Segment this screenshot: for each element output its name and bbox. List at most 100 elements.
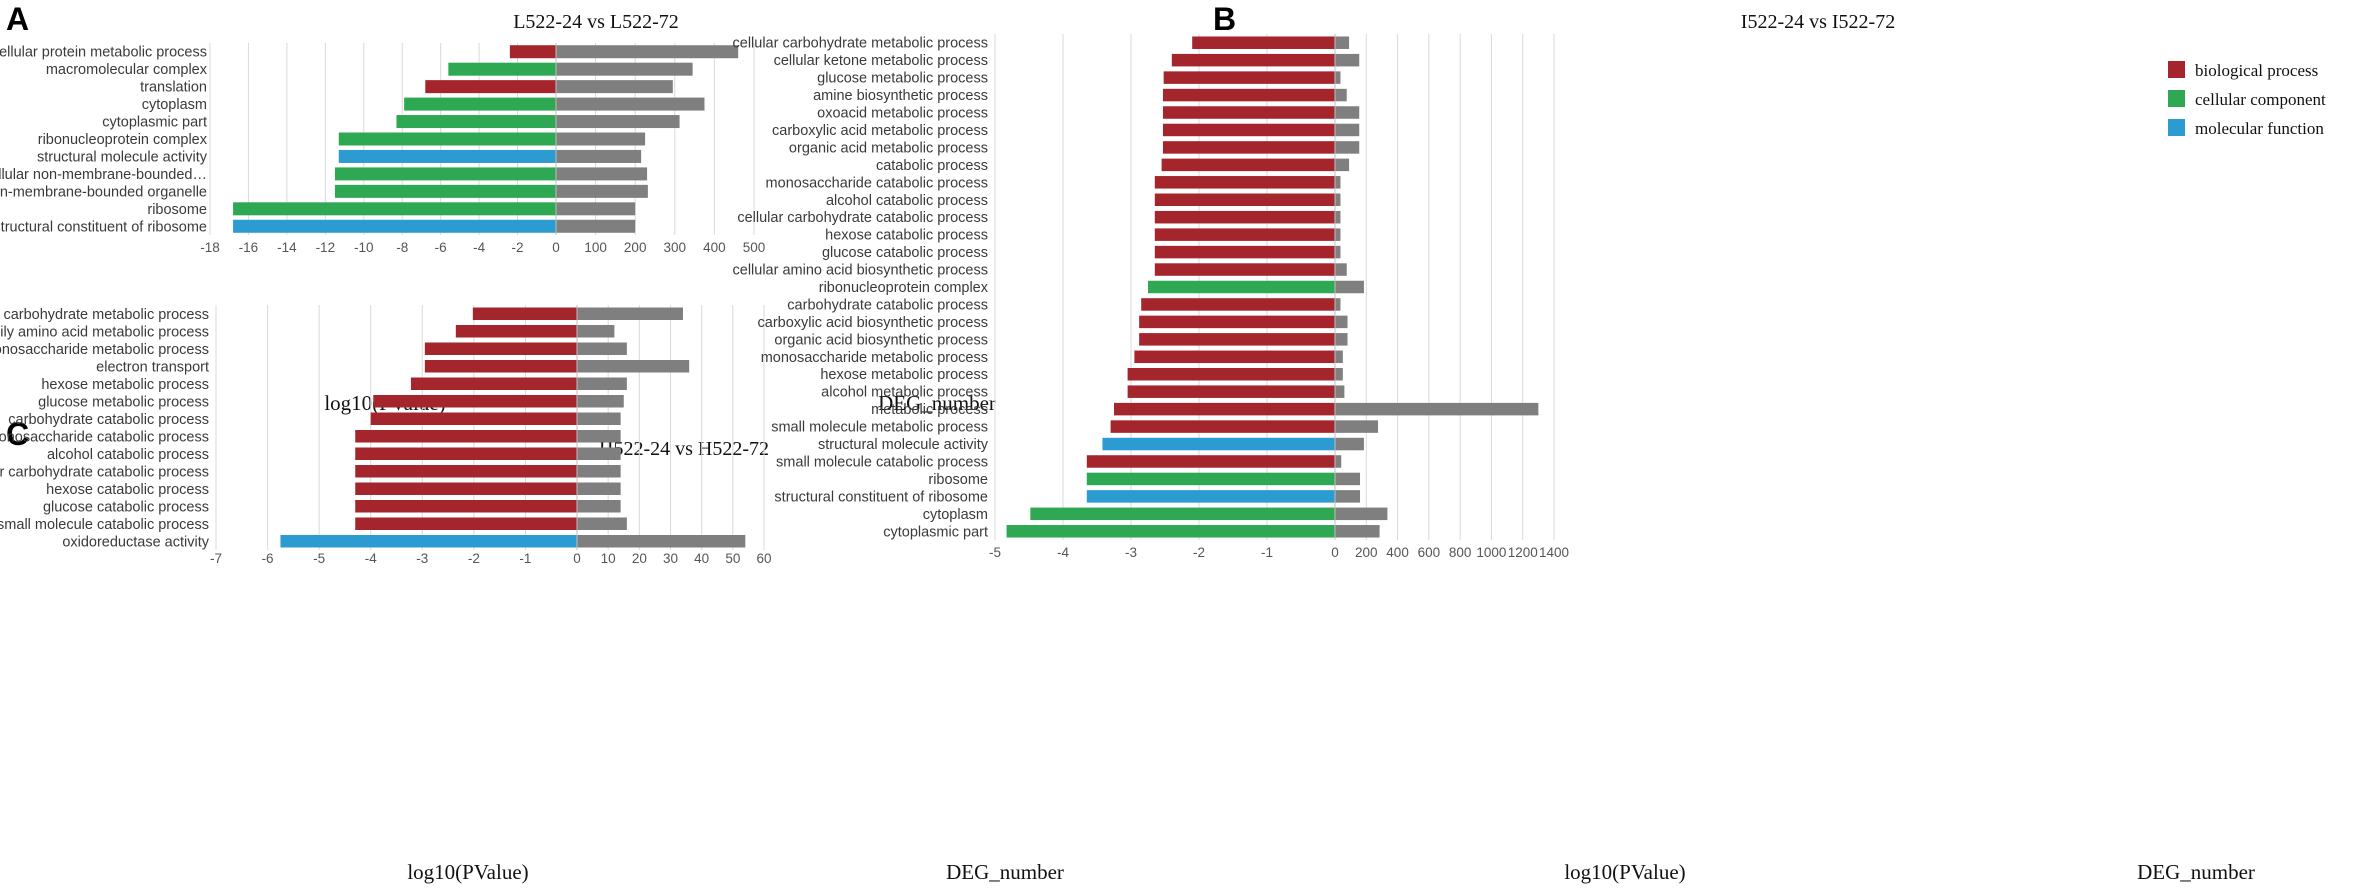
- panel-b-left-tick-label: -2: [1193, 545, 1205, 560]
- panel-c-pvalue-bar: [370, 412, 577, 425]
- panel-b-pvalue-bar: [1139, 315, 1335, 329]
- panel-b-category-label: oxoacid metabolic process: [817, 106, 988, 122]
- panel-b-pvalue-bar: [1030, 507, 1335, 521]
- panel-b-pvalue-bar: [1086, 490, 1335, 503]
- panel-a-plot: cellular protein metabolic processmacrom…: [0, 43, 765, 255]
- panel-c-title: H522-24 vs H522-72: [599, 438, 769, 460]
- panel-b-pvalue-bar: [1110, 420, 1335, 433]
- panel-b-deg-bar: [1335, 36, 1350, 49]
- panel-b-pvalue-bar: [1162, 106, 1335, 119]
- panel-a-pvalue-bar: [509, 45, 556, 59]
- panel-c-deg-bar: [577, 342, 627, 355]
- panel-b-pvalue-bar: [1171, 53, 1335, 67]
- panel-c-pvalue-bar: [355, 500, 577, 513]
- panel-c-deg-bar: [577, 307, 683, 320]
- panel-a-left-tick-label: -2: [512, 240, 524, 255]
- panel-b-deg-bar: [1335, 245, 1341, 259]
- panel-b-category-label: structural constituent of ribosome: [774, 489, 988, 505]
- panel-b-pvalue-bar: [1154, 176, 1335, 189]
- panel-c-right-tick-label: 50: [725, 551, 740, 566]
- panel-b-pvalue-bar: [1086, 455, 1335, 468]
- panel-c-left-tick-label: 0: [573, 551, 581, 566]
- panel-b-deg-bar: [1335, 263, 1347, 276]
- panel-b-category-label: cytoplasm: [923, 507, 988, 523]
- panel-b-right-tick-label: 400: [1386, 545, 1409, 560]
- panel-a-left-tick-label: -18: [200, 240, 220, 255]
- panel-b-category-label: alcohol catabolic process: [826, 193, 988, 209]
- panel-b-pvalue-bar: [1192, 36, 1335, 49]
- panel-c-category-label: alcohol catabolic process: [47, 447, 209, 463]
- panel-b-category-label: organic acid metabolic process: [789, 140, 988, 156]
- panel-c-pvalue-bar: [424, 342, 577, 355]
- panel-a-pvalue-bar: [334, 167, 556, 181]
- panel-a-deg-bar: [556, 219, 636, 233]
- panel-b-category-label: cytoplasmic part: [883, 524, 988, 540]
- panel-c-right-tick-label: 30: [663, 551, 678, 566]
- panel-c-left-tick-label: -1: [519, 551, 531, 566]
- panel-b-category-label: metabolic process: [871, 402, 988, 418]
- panel-b-deg-bar: [1335, 472, 1361, 486]
- panel-c-pvalue-bar: [455, 325, 577, 338]
- panel-b-pvalue-bar: [1162, 123, 1335, 137]
- panel-b-letter: B: [1213, 1, 1236, 37]
- panel-a-right-tick-label: 200: [624, 240, 647, 255]
- panel-a-pvalue-bar: [404, 97, 556, 111]
- panel-c-deg-bar: [577, 395, 624, 408]
- panel-c-right-tick-label: 40: [694, 551, 709, 566]
- panel-c-pvalue-bar: [280, 535, 577, 548]
- panel-a-deg-bar: [556, 132, 646, 146]
- panel-c-pvalue-bar: [410, 377, 577, 390]
- panel-b-pvalue-bar: [1161, 158, 1335, 172]
- panel-a-left-tick-label: -4: [473, 240, 485, 255]
- legend: biological process cellular component mo…: [2168, 61, 2326, 138]
- panel-c-category-label: oxidoreductase activity: [62, 534, 209, 550]
- panel-b-deg-bar: [1335, 176, 1341, 189]
- panel-b-deg-bar: [1335, 158, 1350, 172]
- panel-a-pvalue-bar: [233, 219, 557, 233]
- panel-c-left-tick-label: -6: [262, 551, 274, 566]
- legend-label-cellular-component: cellular component: [2195, 90, 2326, 109]
- panel-b-title: I522-24 vs I522-72: [1741, 11, 1895, 33]
- panel-c-right-tick-label: 20: [632, 551, 647, 566]
- panel-c-category-label: glucose catabolic process: [43, 499, 209, 515]
- panel-b-category-label: glucose catabolic process: [822, 245, 988, 261]
- panel-c-pvalue-bar: [424, 360, 577, 373]
- panel-b-pvalue-bar: [1141, 298, 1335, 311]
- panel-b-right-tick-label: 800: [1449, 545, 1472, 560]
- panel-a-right-tick-label: 300: [664, 240, 687, 255]
- panel-b-deg-bar: [1335, 106, 1360, 119]
- panel-a-left-tick-label: -16: [239, 240, 259, 255]
- panel-b-deg-bar: [1335, 298, 1341, 311]
- legend-swatch-biological-process: [2168, 61, 2185, 78]
- panel-a-deg-bar: [556, 202, 636, 216]
- panel-c-pvalue-bar: [355, 430, 577, 443]
- panel-b-left-tick-label: -3: [1125, 545, 1137, 560]
- panel-c-pvalue-bar: [355, 447, 577, 460]
- panel-a-deg-bar: [556, 184, 648, 198]
- panel-b-pvalue-bar: [1154, 210, 1335, 224]
- panel-c-deg-bar: [577, 360, 690, 373]
- panel-a-category-label: translation: [140, 80, 207, 96]
- panel-b-category-label: alcohol metabolic process: [821, 385, 988, 401]
- panel-b-deg-bar: [1335, 507, 1388, 521]
- panel-a-deg-bar: [556, 149, 642, 163]
- panel-c-deg-bar: [577, 412, 621, 425]
- panel-c: C H522-24 vs H522-72 carbohydrate metabo…: [0, 305, 1064, 884]
- panel-b-deg-bar: [1335, 228, 1341, 241]
- panel-b-pvalue-bar: [1163, 71, 1335, 84]
- panel-a-right-tick-label: 100: [584, 240, 607, 255]
- panel-b-pvalue-bar: [1102, 437, 1335, 451]
- panel-a: A L522-24 vs L522-72 cellular protein me…: [0, 1, 996, 415]
- panel-b-deg-bar: [1335, 193, 1341, 207]
- panel-a-category-label: structural constituent of ribosome: [0, 219, 207, 235]
- panel-b-category-label: carboxylic acid biosynthetic process: [758, 315, 989, 331]
- panel-a-deg-bar: [556, 45, 739, 59]
- panel-b-pvalue-bar: [1127, 385, 1335, 398]
- panel-b-deg-bar: [1335, 437, 1364, 451]
- panel-a-right-axis-title: DEG_number: [878, 391, 996, 415]
- panel-a-left-tick-label: -6: [435, 240, 447, 255]
- panel-b-deg-bar: [1335, 385, 1345, 398]
- panel-b-deg-bar: [1335, 402, 1539, 416]
- panel-b-pvalue-bar: [1134, 350, 1335, 364]
- panel-b-pvalue-bar: [1162, 88, 1335, 102]
